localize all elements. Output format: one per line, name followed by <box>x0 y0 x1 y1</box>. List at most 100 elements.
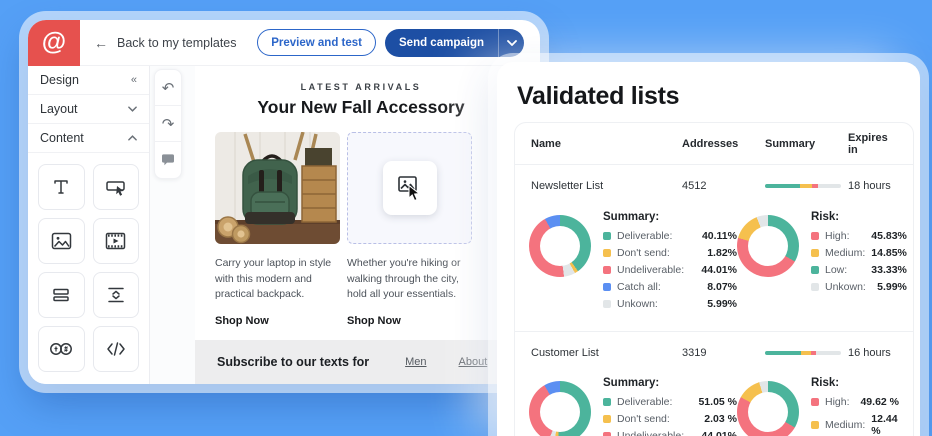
legend-value: 33.33% <box>871 264 907 276</box>
legend-value: 45.83% <box>871 230 907 242</box>
shop-now-link-left[interactable]: Shop Now <box>215 314 269 327</box>
summary-donut-chart <box>529 381 591 436</box>
legend-swatch <box>603 398 611 406</box>
legend-item: High: 49.62 % <box>811 396 899 408</box>
legend-label: High: <box>825 396 850 408</box>
divider-block-button[interactable] <box>38 272 85 318</box>
image-block-button[interactable] <box>38 218 85 264</box>
risk-donut-chart <box>737 215 799 277</box>
summary-group: Summary: Deliverable: 51.05 % Don't send: 2… <box>529 377 737 436</box>
button-block-icon <box>106 181 125 196</box>
legend-label: Don't send: <box>617 247 670 259</box>
legend-item: Don't send: 1.82% <box>603 247 737 259</box>
list-expires: 18 hours <box>848 180 891 192</box>
subscribe-text: Subscribe to our texts for <box>217 355 370 369</box>
back-arrow-icon: ← <box>94 34 108 51</box>
legend-label: High: <box>825 230 850 242</box>
preview-button-label: Preview and test <box>271 36 362 49</box>
legend-swatch <box>603 432 611 436</box>
summary-group: Summary: Deliverable: 40.11% Don't send: 1.… <box>529 211 737 315</box>
legend-item: Undeliverable: 44.01% <box>603 264 737 276</box>
redo-button[interactable]: ↷ <box>155 106 181 142</box>
column-expires: Expires in <box>848 131 888 156</box>
legend-item: Undeliverable: 44.01% <box>603 430 737 436</box>
image-block-icon <box>51 232 71 250</box>
legend-swatch <box>811 249 819 257</box>
summary-bar <box>765 184 841 188</box>
product-text-left[interactable]: Carry your laptop in style with this mod… <box>215 257 332 301</box>
spacer-block-button[interactable] <box>92 272 139 318</box>
legend-label: Undeliverable: <box>617 264 685 276</box>
sidebar-item-layout[interactable]: Layout <box>28 95 149 124</box>
legend-label: Deliverable: <box>617 396 673 408</box>
shop-now-link-right[interactable]: Shop Now <box>347 314 401 327</box>
editor-body: Design « Layout Content <box>28 66 540 384</box>
legend-value: 1.82% <box>707 247 737 259</box>
footer-link-men[interactable]: Men <box>405 356 427 368</box>
row-detail: Summary: Deliverable: 40.11% Don't send: 1.… <box>515 207 913 331</box>
risk-donut-chart <box>737 381 799 436</box>
comment-button[interactable] <box>155 142 181 178</box>
video-block-button[interactable] <box>92 218 139 264</box>
button-block-button[interactable] <box>92 164 139 210</box>
footer-link-about[interactable]: About <box>458 356 488 368</box>
code-block-icon <box>107 342 125 356</box>
legend-swatch <box>811 421 819 429</box>
legend-label: Deliverable: <box>617 230 673 242</box>
legend-value: 44.01% <box>701 430 737 436</box>
send-campaign-dropdown[interactable] <box>498 28 524 57</box>
summary-bar <box>765 350 841 355</box>
back-to-templates-link[interactable]: ← Back to my templates <box>94 35 237 51</box>
design-label: Design <box>40 73 79 87</box>
legend-value: 5.99% <box>877 281 907 293</box>
email-title[interactable]: Your New Fall Accessory <box>257 97 465 117</box>
legend-value: 2.03 % <box>704 413 737 425</box>
table-row[interactable]: Customer List 3319 16 hours <box>515 331 913 373</box>
collapse-icon[interactable]: « <box>130 73 137 86</box>
row-detail: Summary: Deliverable: 51.05 % Don't send: 2… <box>515 373 913 436</box>
legend-item: Medium: 14.85% <box>811 247 907 259</box>
sidebar-item-content[interactable]: Content <box>28 124 149 153</box>
content-label: Content <box>40 131 84 145</box>
legend-label: Medium: <box>825 247 866 259</box>
list-name: Customer List <box>531 346 599 359</box>
summary-heading: Summary: <box>603 377 660 389</box>
preview-and-test-button[interactable]: Preview and test <box>257 29 376 56</box>
text-block-button[interactable] <box>38 164 85 210</box>
validated-lists-table: Name Addresses Summary Expires in Newsle… <box>514 122 914 436</box>
send-campaign-button-group: Send campaign <box>385 28 524 57</box>
divider-block-icon <box>53 288 69 302</box>
legend-swatch <box>811 283 819 291</box>
undo-button[interactable]: ↶ <box>155 70 181 106</box>
validated-lists-panel: Validated lists Name Addresses Summary E… <box>497 62 920 436</box>
legend-label: Medium: <box>825 419 866 431</box>
email-eyebrow[interactable]: LATEST ARRIVALS <box>300 82 422 92</box>
list-name: Newsletter List <box>531 180 604 192</box>
bar-segment <box>765 184 800 188</box>
legend-label: Unkown: <box>617 298 658 310</box>
legend-swatch <box>603 266 611 274</box>
legend-label: Unkown: <box>825 281 866 293</box>
risk-heading: Risk: <box>811 211 840 223</box>
sidebar-item-design[interactable]: Design « <box>28 66 149 95</box>
table-header-row: Name Addresses Summary Expires in <box>515 123 913 165</box>
email-footer-block[interactable]: Subscribe to our texts for Men About <box>195 340 527 384</box>
code-block-button[interactable] <box>92 326 139 372</box>
bar-segment <box>811 350 816 355</box>
product-text-right[interactable]: Whether you're hiking or walking through… <box>347 257 461 301</box>
column-summary: Summary <box>765 137 816 150</box>
app-logo-icon[interactable]: @ <box>28 19 80 66</box>
image-placeholder[interactable] <box>347 132 472 244</box>
legend-label: Undeliverable: <box>617 430 685 436</box>
send-campaign-button[interactable]: Send campaign <box>385 29 498 57</box>
social-block-button[interactable] <box>38 326 85 372</box>
risk-legend: Risk: High:49.62 %Medium:12.44 %Low:33.3… <box>811 377 899 436</box>
legend-item: High: 45.83% <box>811 230 907 242</box>
upload-image-button[interactable] <box>382 161 437 215</box>
backpack-image[interactable] <box>215 132 340 244</box>
table-row[interactable]: Newsletter List 4512 18 hours <box>515 165 913 207</box>
legend-swatch <box>603 232 611 240</box>
risk-group: Risk: High: 45.83% Medium: 14.85% Low: 33.33%… <box>737 211 907 315</box>
legend-item: Medium: 12.44 % <box>811 413 899 436</box>
